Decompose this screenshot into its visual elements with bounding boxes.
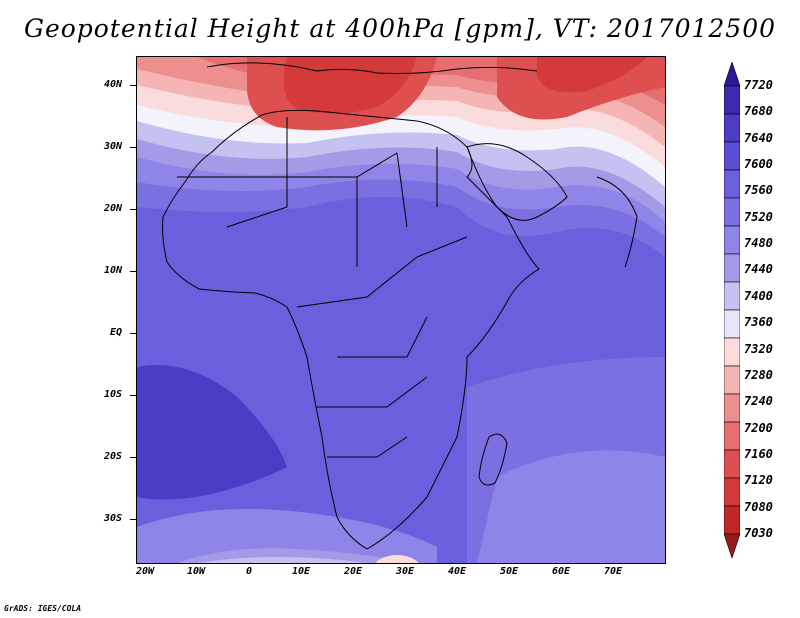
lat-tick [130, 147, 136, 148]
colorbar-label: 7400 [744, 288, 773, 303]
border-central-africa [296, 236, 468, 458]
colorbar-box [724, 449, 740, 479]
chart-title: Geopotential Height at 400hPa [gpm], VT:… [23, 14, 777, 43]
field-lighter-blue-se [477, 450, 665, 563]
arabia [466, 143, 568, 221]
lat-label-10s: 10S [104, 389, 123, 400]
credit-label: GrADS: IGES/COLA [4, 604, 82, 613]
colorbar-label: 7480 [744, 236, 773, 251]
colorbar-label: 7200 [744, 420, 773, 435]
lat-tick [130, 457, 136, 458]
colorbar-box [724, 477, 740, 507]
lat-tick [130, 333, 136, 334]
europe [206, 62, 538, 74]
colorbar-box [724, 113, 740, 143]
colorbar-box [724, 281, 740, 311]
lat-tick [130, 519, 136, 520]
field-pink-patch-s [375, 555, 419, 563]
lon-label-40e: 40E [448, 566, 467, 577]
lat-label-10n: 10N [104, 265, 123, 276]
lat-label-20s: 20S [104, 451, 123, 462]
colorbar-label: 7080 [744, 499, 773, 514]
colorbar-box [724, 169, 740, 199]
lat-tick [130, 85, 136, 86]
lat-label-eq: EQ [110, 327, 123, 338]
lat-label-40n: 40N [104, 79, 123, 90]
colorbar-label: 7030 [744, 526, 773, 540]
colorbar-label: 7600 [744, 157, 773, 172]
border-n-africa [177, 117, 438, 267]
lon-label-20e: 20E [344, 566, 363, 577]
colorbar-box [724, 365, 740, 395]
colorbar-label: 7440 [744, 262, 773, 277]
lon-label-0: 0 [246, 566, 253, 577]
colorbar-top-triangle [724, 62, 740, 87]
colorbar-box [724, 197, 740, 227]
lon-label-50e: 50E [500, 566, 519, 577]
colorbar-box [724, 85, 740, 115]
lon-label-70e: 70E [604, 566, 623, 577]
colorbar [724, 62, 740, 558]
lat-label-30s: 30S [104, 513, 123, 524]
colorbar-label: 7360 [744, 315, 773, 330]
colorbar-box [724, 141, 740, 171]
lat-label-30n: 30N [104, 141, 123, 152]
field-white-s [197, 557, 367, 563]
field-deep-blue-sw [137, 365, 287, 500]
colorbar-label: 7280 [744, 367, 773, 382]
colorbar-box [724, 393, 740, 423]
colorbar-box [724, 421, 740, 451]
colorbar-label: 7640 [744, 130, 773, 145]
colorbar-label: 7320 [744, 341, 773, 356]
lat-label-20n: 20N [104, 203, 123, 214]
colorbar-label: 7720 [744, 78, 773, 92]
colorbar-box [724, 505, 740, 535]
colorbar-box [724, 253, 740, 283]
lat-tick [130, 271, 136, 272]
madagascar [478, 433, 508, 486]
map-field [137, 57, 665, 563]
lon-label-60e: 60E [552, 566, 571, 577]
india [596, 176, 638, 268]
field-darker-red-east [537, 57, 647, 93]
africa-coast [162, 109, 540, 550]
field-light-blue-s [137, 509, 437, 563]
lat-tick [130, 209, 136, 210]
lat-tick [130, 395, 136, 396]
colorbar-label: 7560 [744, 183, 773, 198]
map-panel [136, 56, 666, 564]
colorbar-label: 7520 [744, 209, 773, 224]
colorbar-bottom-triangle [724, 533, 740, 558]
colorbar-label: 7160 [744, 446, 773, 461]
lon-label-10e: 10E [292, 566, 311, 577]
lon-label-10w: 10W [187, 566, 206, 577]
colorbar-label: 7120 [744, 473, 773, 488]
lon-label-30e: 30E [396, 566, 415, 577]
lon-label-20w: 20W [136, 566, 155, 577]
colorbar-box [724, 309, 740, 339]
coastlines [162, 62, 638, 550]
colorbar-box [724, 337, 740, 367]
colorbar-label: 7680 [744, 104, 773, 119]
colorbar-label: 7240 [744, 394, 773, 409]
colorbar-box [724, 225, 740, 255]
